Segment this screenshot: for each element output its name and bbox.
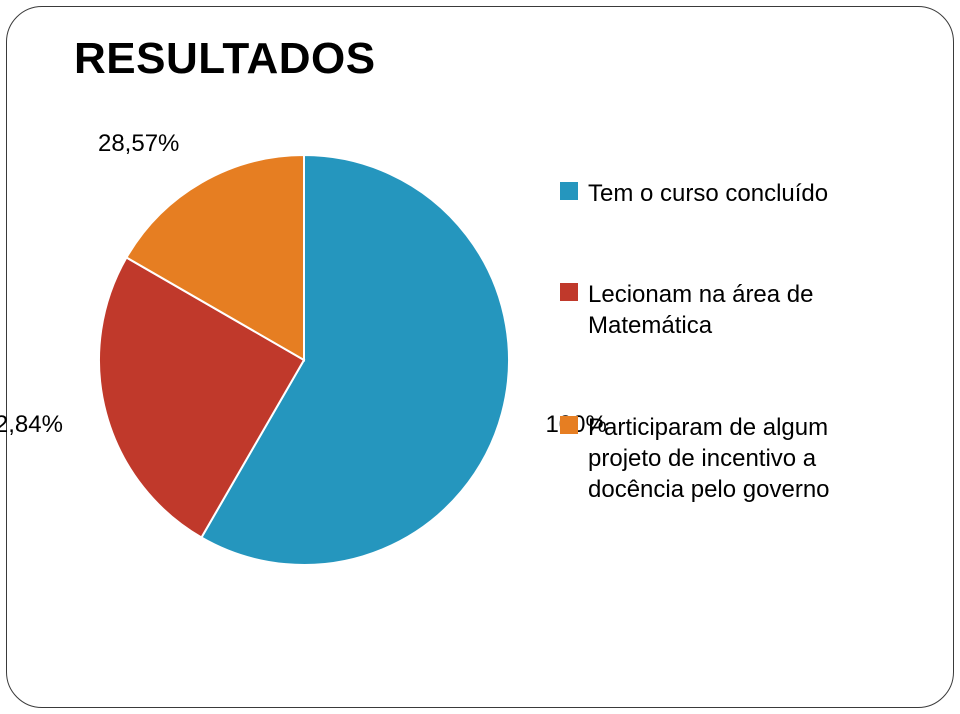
legend-item: Tem o curso concluído bbox=[560, 178, 890, 209]
legend-swatch bbox=[560, 182, 578, 200]
legend-item: Participaram de algum projeto de incenti… bbox=[560, 412, 890, 506]
legend-text: Lecionam na área de Matemática bbox=[588, 279, 878, 341]
pie-svg bbox=[94, 150, 514, 570]
legend-swatch bbox=[560, 416, 578, 434]
legend: Tem o curso concluído Lecionam na área d… bbox=[560, 178, 890, 575]
pie-slice-label: 28,57% bbox=[98, 130, 179, 158]
legend-item: Lecionam na área de Matemática bbox=[560, 279, 890, 341]
pie-slice-label: 42,84% bbox=[0, 411, 63, 439]
page-title: RESULTADOS bbox=[74, 34, 376, 84]
pie-chart: 100%42,84%28,57% bbox=[94, 150, 514, 570]
legend-text: Tem o curso concluído bbox=[588, 178, 828, 209]
legend-text: Participaram de algum projeto de incenti… bbox=[588, 412, 878, 506]
legend-swatch bbox=[560, 283, 578, 301]
